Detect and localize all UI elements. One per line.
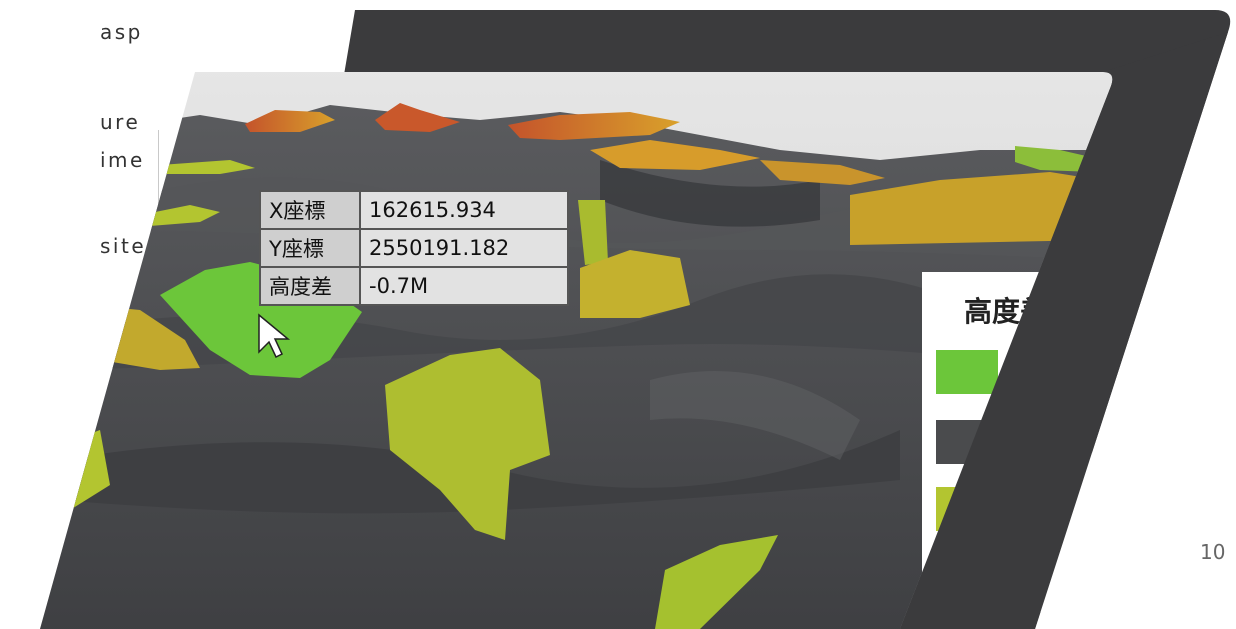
orange-patch — [245, 110, 335, 132]
yellow-green-patch — [385, 348, 550, 540]
yellow-green-patch — [655, 535, 778, 629]
orange-patch — [590, 140, 760, 170]
yellow-green-patch — [580, 250, 690, 318]
orange-patch — [508, 112, 680, 140]
x-coordinate-label: X座標 — [259, 190, 361, 230]
table-row: 高度差 -0.7M — [259, 266, 569, 306]
table-row: X座標 162615.934 — [259, 190, 569, 230]
coordinate-info-table: X座標 162615.934 Y座標 2550191.182 高度差 -0.7M — [259, 190, 569, 306]
y-coordinate-label: Y座標 — [259, 228, 361, 268]
side-text-line: asp — [100, 20, 143, 44]
y-coordinate-value: 2550191.182 — [359, 228, 569, 268]
height-diff-value: -0.7M — [359, 266, 569, 306]
side-text: asp ure ime site — [0, 0, 160, 629]
x-coordinate-value: 162615.934 — [359, 190, 569, 230]
orange-patch — [850, 172, 1100, 245]
orange-patch — [760, 160, 885, 185]
side-text-line: ime — [100, 148, 145, 172]
legend-swatch-green — [936, 350, 998, 394]
yellow-green-patch — [578, 200, 608, 265]
green-patch — [1015, 146, 1095, 172]
table-row: Y座標 2550191.182 — [259, 228, 569, 268]
arrow-cursor-icon — [258, 313, 291, 359]
yellow-green-patch — [140, 205, 220, 226]
yellow-green-patch — [160, 160, 255, 174]
side-text-line: site — [100, 234, 147, 258]
orange-patch — [375, 103, 460, 132]
height-diff-label: 高度差 — [259, 266, 361, 306]
side-text-line: ure — [100, 110, 141, 134]
page-number: 10 — [1200, 540, 1226, 564]
